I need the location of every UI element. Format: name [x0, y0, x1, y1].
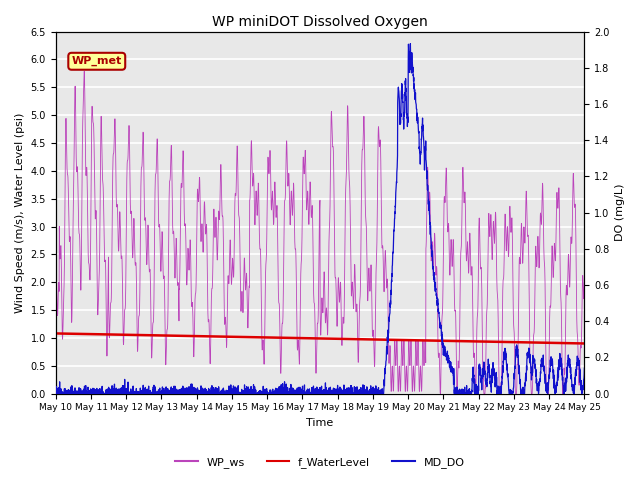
WP_ws [52, 296, 60, 302]
WP_ws [255, 187, 262, 193]
X-axis label: Time: Time [307, 418, 333, 428]
WP_ws [580, 279, 588, 285]
f_WaterLevel [52, 331, 60, 336]
Line: WP_ws: WP_ws [56, 72, 584, 394]
Y-axis label: Wind Speed (m/s), Water Level (psi): Wind Speed (m/s), Water Level (psi) [15, 112, 25, 313]
f_WaterLevel [143, 332, 151, 338]
MD_DO [278, 390, 285, 396]
Text: WP_met: WP_met [72, 56, 122, 66]
WP_ws [144, 232, 152, 238]
MD_DO [513, 349, 521, 355]
f_WaterLevel [278, 335, 285, 341]
Y-axis label: DO (mg/L): DO (mg/L) [615, 184, 625, 241]
WP_ws [570, 202, 578, 207]
MD_DO [143, 391, 151, 396]
MD_DO [570, 388, 578, 394]
f_WaterLevel [255, 335, 262, 340]
WP_ws [113, 194, 120, 200]
Legend: WP_ws, f_WaterLevel, MD_DO: WP_ws, f_WaterLevel, MD_DO [171, 452, 469, 472]
MD_DO [255, 391, 262, 396]
Title: WP miniDOT Dissolved Oxygen: WP miniDOT Dissolved Oxygen [212, 15, 428, 29]
WP_ws [513, 362, 521, 368]
f_WaterLevel [513, 339, 521, 345]
MD_DO [52, 391, 60, 396]
f_WaterLevel [112, 332, 120, 337]
f_WaterLevel [580, 341, 588, 347]
Line: MD_DO: MD_DO [56, 44, 584, 394]
f_WaterLevel [570, 340, 578, 346]
MD_DO [406, 41, 414, 47]
WP_ws [278, 339, 285, 345]
MD_DO [112, 391, 120, 396]
MD_DO [580, 365, 588, 371]
WP_ws [80, 69, 88, 74]
WP_ws [436, 391, 444, 396]
Line: f_WaterLevel: f_WaterLevel [56, 334, 584, 344]
